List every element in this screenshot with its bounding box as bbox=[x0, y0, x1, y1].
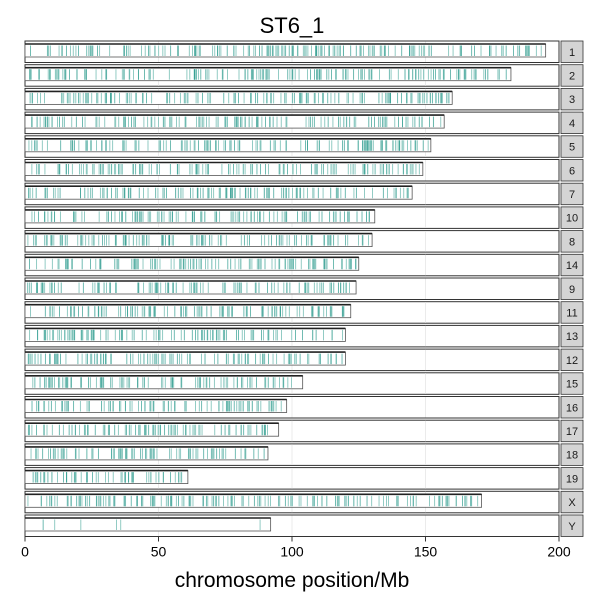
chr-2-marks bbox=[29, 69, 507, 80]
chr-19-strip bbox=[560, 467, 584, 490]
chr-14-strip bbox=[560, 253, 584, 277]
x-tick-label: 150 bbox=[414, 544, 438, 560]
chr-9-marks bbox=[27, 282, 350, 293]
chr-8-strip bbox=[560, 230, 584, 253]
x-tick-label: 0 bbox=[21, 544, 29, 560]
chr-17-strip-label: 17 bbox=[566, 426, 578, 438]
chr-3-strip-label: 3 bbox=[569, 94, 575, 106]
chr-15-marks bbox=[32, 377, 292, 388]
chr-11-strip-label: 11 bbox=[566, 307, 577, 319]
chr-1-strip bbox=[560, 40, 584, 63]
chr-12-strip bbox=[560, 348, 584, 372]
x-tick-label: 50 bbox=[151, 544, 167, 560]
chr-y-bar bbox=[24, 517, 272, 532]
chr-6-strip bbox=[560, 159, 584, 182]
chr-7-marks bbox=[28, 187, 409, 199]
chr-11-marks bbox=[30, 306, 345, 317]
chr-11-strip bbox=[560, 301, 584, 324]
chr-16-strip bbox=[560, 396, 584, 419]
chr-15-strip-label: 15 bbox=[566, 379, 578, 391]
chr-12-bar bbox=[24, 351, 346, 366]
chr-4-strip-label: 4 bbox=[569, 118, 575, 130]
chr-13-marks bbox=[29, 329, 343, 341]
chr-10-strip-label: 10 bbox=[566, 213, 578, 225]
chr-3-marks bbox=[29, 92, 450, 104]
chr-17-strip bbox=[560, 419, 584, 443]
chr-9-strip-label: 9 bbox=[569, 284, 575, 296]
chr-7-strip-label: 7 bbox=[569, 189, 575, 201]
chr-5-strip-label: 5 bbox=[569, 142, 575, 154]
x-axis-label: chromosome position/Mb bbox=[175, 569, 410, 592]
chr-18-marks bbox=[30, 448, 265, 459]
chr-2-strip bbox=[560, 64, 584, 87]
x-tick-label: 100 bbox=[280, 544, 304, 560]
chr-16-strip-label: 16 bbox=[566, 402, 578, 414]
chr-19-strip-label: 19 bbox=[566, 473, 578, 485]
chr-6-strip-label: 6 bbox=[569, 165, 575, 177]
chr-3-strip bbox=[560, 88, 584, 111]
chr-12-strip-label: 12 bbox=[566, 355, 578, 367]
chr-2-strip-label: 2 bbox=[569, 70, 575, 82]
chr-4-strip bbox=[560, 111, 584, 134]
chart-title: ST6_1 bbox=[260, 13, 325, 38]
chr-9-bar bbox=[24, 280, 357, 295]
chr-16-marks bbox=[31, 401, 282, 412]
chr-7-strip bbox=[560, 182, 584, 206]
chr-18-strip-label: 18 bbox=[566, 450, 578, 462]
chr-1-strip-label: 1 bbox=[569, 47, 575, 59]
x-axis: 0 50 100 150 200 bbox=[21, 536, 571, 560]
chr-12-marks bbox=[27, 353, 343, 365]
x-tick-label: 200 bbox=[547, 544, 571, 560]
chr-6-marks bbox=[31, 164, 420, 175]
chr-14-marks bbox=[29, 258, 357, 270]
chr-10-marks bbox=[31, 211, 370, 222]
chr-1-marks bbox=[30, 45, 542, 56]
chr-10-strip bbox=[560, 206, 584, 229]
chr-13-strip bbox=[560, 324, 584, 348]
chr-8-marks bbox=[27, 235, 369, 246]
chr-18-strip bbox=[560, 443, 584, 466]
chr-y-marks bbox=[42, 519, 261, 530]
chr-4-marks bbox=[31, 116, 442, 128]
chr-19-marks bbox=[32, 472, 183, 483]
chr-y-strip bbox=[560, 514, 584, 537]
chr-x-strip bbox=[560, 490, 584, 514]
chr-x-strip-label: X bbox=[568, 497, 576, 509]
chr-5-strip bbox=[560, 135, 584, 158]
chr-17-marks bbox=[27, 424, 268, 436]
chr-14-strip-label: 14 bbox=[566, 260, 578, 272]
chr-8-bar bbox=[24, 233, 373, 248]
chr-8-strip-label: 8 bbox=[569, 236, 575, 248]
chr-13-strip-label: 13 bbox=[566, 331, 578, 343]
chr-9-strip bbox=[560, 277, 584, 300]
chr-15-strip bbox=[560, 372, 584, 395]
chr-y-strip-label: Y bbox=[568, 521, 576, 533]
chr-x-marks bbox=[27, 495, 479, 507]
chr-5-marks bbox=[28, 140, 429, 151]
